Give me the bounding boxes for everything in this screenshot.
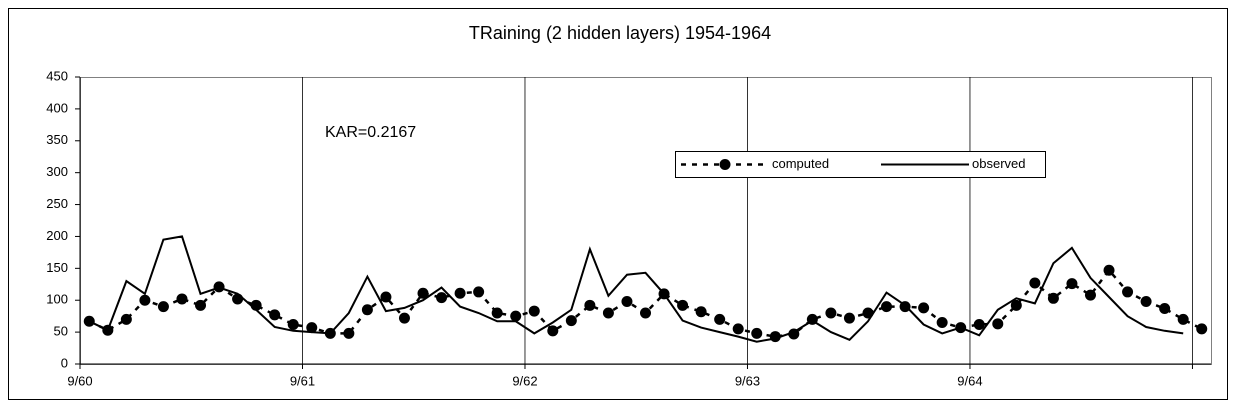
legend-label: observed [972, 156, 1025, 171]
data-point [547, 325, 559, 337]
data-point [843, 312, 855, 324]
y-tick-label: 150 [46, 260, 68, 275]
x-tick-label: 9/64 [957, 373, 982, 388]
data-point [491, 307, 503, 319]
y-tick-label: 250 [46, 196, 68, 211]
data-point [1084, 289, 1096, 301]
data-point [398, 312, 410, 324]
data-point [1010, 299, 1022, 311]
data-point [602, 307, 614, 319]
data-point [1066, 278, 1078, 290]
data-point [936, 317, 948, 329]
y-tick-label: 300 [46, 164, 68, 179]
data-point [1029, 277, 1041, 289]
data-point [361, 304, 373, 316]
data-point [473, 286, 485, 298]
data-point [825, 307, 837, 319]
y-tick-label: 0 [61, 355, 68, 370]
y-tick-label: 450 [46, 68, 68, 83]
data-point [751, 327, 763, 339]
data-point [881, 301, 893, 313]
legend-label: computed [772, 156, 829, 171]
data-point [269, 309, 281, 321]
data-point [640, 307, 651, 319]
data-point [436, 292, 448, 304]
data-point [1103, 264, 1115, 276]
data-point [695, 306, 707, 318]
data-point [454, 287, 466, 299]
data-point [732, 323, 744, 335]
chart-title: TRaining (2 hidden layers) 1954-1964 [469, 23, 771, 43]
data-point [157, 301, 169, 313]
data-point [677, 299, 689, 311]
data-point [565, 315, 577, 327]
series-line [88, 235, 1184, 343]
data-point [1122, 286, 1134, 298]
data-point [621, 295, 633, 307]
data-point [918, 302, 930, 314]
data-point [139, 294, 151, 306]
x-tick-label: 9/63 [735, 373, 760, 388]
data-point [306, 322, 318, 334]
data-point [380, 291, 392, 303]
data-point [992, 318, 1004, 330]
data-point [1196, 323, 1208, 335]
y-tick-label: 50 [54, 324, 68, 339]
legend: computed observed [675, 151, 1046, 178]
data-point [417, 287, 429, 299]
y-tick-label: 400 [46, 100, 68, 115]
data-point [343, 327, 355, 339]
data-point [584, 299, 596, 311]
data-point [287, 318, 299, 330]
x-tick-label: 9/62 [512, 373, 537, 388]
chart-border [8, 8, 1228, 400]
x-tick-label: 9/61 [290, 373, 315, 388]
data-point [1159, 303, 1171, 315]
x-tick-label: 9/60 [67, 373, 92, 388]
legend-marker [719, 159, 731, 170]
y-tick-label: 350 [46, 132, 68, 147]
data-point [176, 293, 188, 305]
data-point [528, 305, 540, 317]
data-point [1140, 295, 1152, 307]
data-point [83, 315, 95, 327]
data-point [714, 313, 726, 325]
data-point [973, 318, 985, 330]
data-point [1177, 313, 1189, 325]
data-point [510, 310, 522, 322]
annotation: KAR=0.2167 [325, 124, 416, 141]
y-tick-label: 100 [46, 292, 68, 307]
data-point [195, 299, 207, 311]
data-point [120, 313, 132, 325]
y-tick-label: 200 [46, 228, 68, 243]
data-point [1047, 292, 1059, 304]
